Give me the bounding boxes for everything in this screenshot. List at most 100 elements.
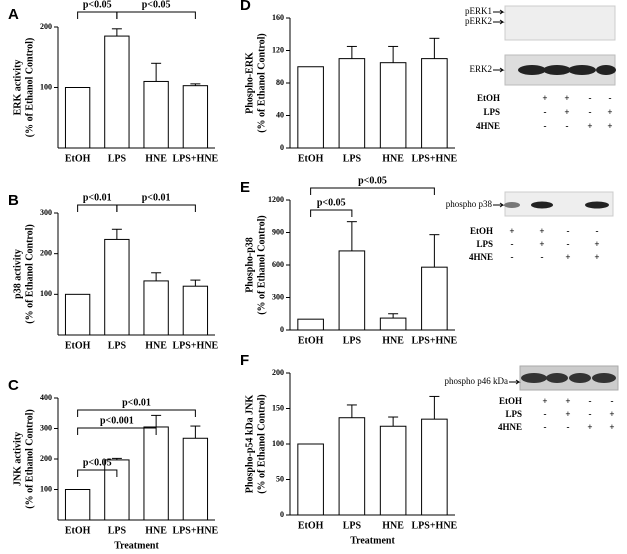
annotation: p<0.01 xyxy=(122,397,151,408)
treatment-mark: - xyxy=(567,226,570,236)
bar xyxy=(143,280,169,336)
treatment-label: LPS xyxy=(483,107,500,117)
y-tick-label: 200 xyxy=(40,454,52,463)
y-tick-label: 50 xyxy=(276,474,284,483)
bar xyxy=(421,418,448,516)
blot-arrow xyxy=(493,202,505,208)
y-tick-label: 100 xyxy=(40,82,52,91)
y-tick-label: 900 xyxy=(272,227,284,236)
bar xyxy=(182,437,209,521)
treatment-label: LPS xyxy=(505,409,522,419)
y-tick-label: 150 xyxy=(272,403,284,412)
treatment-label: 4HNE xyxy=(498,422,522,432)
y-tick-label: 300 xyxy=(272,292,284,301)
y-axis-label: (% of Ethanol Control) xyxy=(24,409,35,509)
x-tick-label: LPS xyxy=(343,335,362,346)
significance-bracket xyxy=(77,11,118,19)
treatment-mark: - xyxy=(544,422,547,432)
significance-bracket xyxy=(116,204,196,212)
bar xyxy=(379,425,407,516)
treatment-mark: + xyxy=(539,226,544,236)
treatment-mark: + xyxy=(607,121,612,131)
treatment-mark: - xyxy=(567,422,570,432)
treatment-label: LPS xyxy=(476,239,493,249)
y-tick-label: 160 xyxy=(272,13,284,22)
panel-label: D xyxy=(240,0,251,14)
treatment-mark: + xyxy=(607,107,612,117)
y-tick-label: 0 xyxy=(280,510,284,519)
y-axis-label: Phospho-p54 kDa JNK xyxy=(244,395,255,494)
y-tick-label: 0 xyxy=(280,325,284,334)
y-tick-label: 0 xyxy=(280,143,284,152)
annotation: p<0.05 xyxy=(83,457,112,468)
panel-label: A xyxy=(8,6,19,23)
y-tick-label: 200 xyxy=(40,248,52,257)
treatment-mark: + xyxy=(565,409,570,419)
significance-bracket xyxy=(77,409,196,417)
y-axis-label: (% of Ethanol Control) xyxy=(256,33,267,133)
treatment-mark: + xyxy=(542,396,547,406)
blot-arrow xyxy=(493,19,505,25)
treatment-mark: - xyxy=(596,226,599,236)
y-axis-label: ERK activity xyxy=(12,60,23,116)
bar xyxy=(64,87,91,149)
y-axis-label: p38 activity xyxy=(12,249,23,299)
x-tick-label: LPS+HNE xyxy=(412,335,458,346)
treatment-mark: - xyxy=(589,93,592,103)
annotation: p<0.05 xyxy=(142,0,171,10)
bar xyxy=(338,250,366,331)
x-tick-label: HNE xyxy=(145,153,167,164)
y-tick-label: 120 xyxy=(272,45,284,54)
x-tick-label: HNE xyxy=(382,335,404,346)
bar xyxy=(338,58,366,149)
annotation: p<0.001 xyxy=(100,415,134,426)
y-tick-label: 100 xyxy=(272,439,284,448)
annotation: p<0.05 xyxy=(317,197,346,208)
x-tick-label: EtOH xyxy=(65,340,91,351)
blot-arrow xyxy=(493,67,505,73)
treatment-mark: + xyxy=(565,252,570,262)
y-axis-label: Phospho-ERK xyxy=(244,52,255,114)
annotation: p<0.05 xyxy=(83,0,112,10)
y-tick-label: 100 xyxy=(40,484,52,493)
bar xyxy=(297,66,324,149)
panel-label: B xyxy=(8,192,19,209)
treatment-mark: - xyxy=(567,239,570,249)
treatment-mark: - xyxy=(589,409,592,419)
treatment-mark: + xyxy=(509,226,514,236)
bar xyxy=(297,318,324,331)
x-tick-label: HNE xyxy=(145,340,167,351)
blot-label: phospho p38 xyxy=(446,199,493,209)
treatment-mark: + xyxy=(594,239,599,249)
annotation: p<0.01 xyxy=(83,192,112,203)
x-tick-label: HNE xyxy=(382,520,404,531)
x-tick-label: LPS+HNE xyxy=(173,153,219,164)
y-tick-label: 200 xyxy=(272,368,284,377)
bar xyxy=(379,317,407,331)
blot-arrow xyxy=(509,379,521,385)
y-tick-label: 200 xyxy=(40,22,52,31)
treatment-mark: + xyxy=(587,422,592,432)
y-tick-label: 600 xyxy=(272,260,284,269)
bar xyxy=(421,266,448,331)
x-tick-label: LPS xyxy=(108,153,127,164)
treatment-mark: + xyxy=(609,422,614,432)
y-tick-label: 1200 xyxy=(268,195,284,204)
x-tick-label: HNE xyxy=(145,525,167,536)
significance-bracket xyxy=(310,209,353,217)
x-tick-label: LPS+HNE xyxy=(173,525,219,536)
x-tick-label: LPS+HNE xyxy=(412,520,458,531)
treatment-label: 4HNE xyxy=(469,252,493,262)
treatment-mark: + xyxy=(564,107,569,117)
treatment-mark: - xyxy=(611,396,614,406)
treatment-mark: - xyxy=(511,239,514,249)
blot-label: ERK2 xyxy=(470,64,493,74)
treatment-mark: - xyxy=(589,396,592,406)
treatment-mark: + xyxy=(539,239,544,249)
y-tick-label: 80 xyxy=(276,78,284,87)
blot-images xyxy=(504,5,619,391)
treatment-mark: - xyxy=(544,121,547,131)
treatment-mark: + xyxy=(594,252,599,262)
treatment-mark: - xyxy=(541,252,544,262)
bar xyxy=(421,58,448,149)
